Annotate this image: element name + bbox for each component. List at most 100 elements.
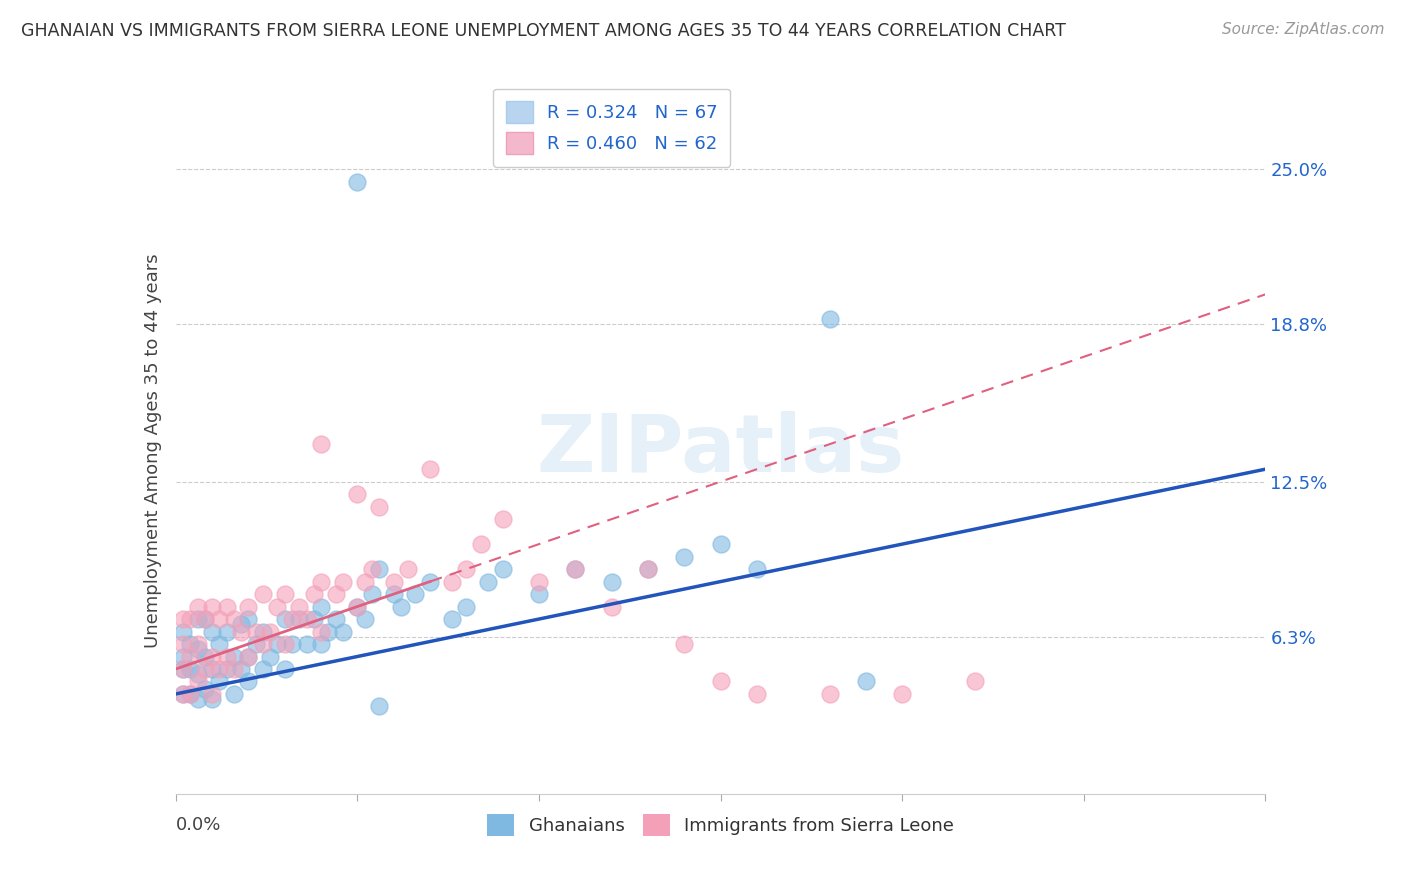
Point: [259, 649, 281, 664]
Point: [208, 612, 231, 626]
Point: [527, 574, 550, 589]
Text: GHANAIAN VS IMMIGRANTS FROM SIERRA LEONE UNEMPLOYMENT AMONG AGES 35 TO 44 YEARS : GHANAIAN VS IMMIGRANTS FROM SIERRA LEONE…: [21, 22, 1066, 40]
Point: [179, 687, 201, 701]
Point: [252, 662, 274, 676]
Point: [353, 612, 375, 626]
Point: [231, 624, 253, 639]
Point: [201, 662, 224, 676]
Point: [238, 649, 260, 664]
Text: Source: ZipAtlas.com: Source: ZipAtlas.com: [1222, 22, 1385, 37]
Point: [710, 674, 733, 689]
Point: [201, 624, 224, 639]
Y-axis label: Unemployment Among Ages 35 to 44 years: Unemployment Among Ages 35 to 44 years: [143, 253, 162, 648]
Point: [346, 175, 368, 189]
Point: [259, 624, 281, 639]
Point: [215, 662, 238, 676]
Point: [215, 624, 238, 639]
Point: [238, 599, 260, 614]
Point: [172, 649, 194, 664]
Point: [368, 500, 391, 514]
Point: [710, 537, 733, 551]
Text: 0.0%: 0.0%: [176, 816, 221, 834]
Point: [231, 617, 253, 632]
Point: [179, 662, 201, 676]
Point: [194, 612, 217, 626]
Point: [389, 599, 412, 614]
Point: [274, 612, 297, 626]
Point: [274, 662, 297, 676]
Point: [470, 537, 492, 551]
Text: ZIPatlas: ZIPatlas: [537, 411, 904, 490]
Point: [309, 637, 332, 651]
Point: [456, 599, 478, 614]
Point: [179, 649, 201, 664]
Point: [208, 637, 231, 651]
Point: [266, 599, 288, 614]
Point: [745, 562, 768, 576]
Point: [477, 574, 499, 589]
Point: [309, 437, 332, 451]
Point: [382, 574, 405, 589]
Point: [456, 562, 478, 576]
Point: [637, 562, 659, 576]
Point: [208, 674, 231, 689]
Point: [302, 587, 325, 601]
Point: [186, 637, 209, 651]
Point: [179, 637, 201, 651]
Point: [172, 687, 194, 701]
Point: [179, 687, 201, 701]
Point: [325, 587, 347, 601]
Point: [673, 549, 696, 564]
Point: [201, 599, 224, 614]
Point: [186, 692, 209, 706]
Point: [564, 562, 586, 576]
Point: [564, 562, 586, 576]
Point: [600, 599, 623, 614]
Point: [252, 624, 274, 639]
Point: [194, 612, 217, 626]
Point: [186, 612, 209, 626]
Point: [281, 637, 304, 651]
Point: [231, 662, 253, 676]
Point: [222, 649, 245, 664]
Point: [201, 692, 224, 706]
Point: [266, 637, 288, 651]
Point: [215, 599, 238, 614]
Point: [309, 599, 332, 614]
Point: [745, 687, 768, 701]
Point: [186, 599, 209, 614]
Point: [346, 599, 368, 614]
Point: [963, 674, 986, 689]
Point: [238, 674, 260, 689]
Point: [172, 612, 194, 626]
Point: [295, 612, 318, 626]
Point: [891, 687, 914, 701]
Point: [318, 624, 340, 639]
Point: [172, 687, 194, 701]
Point: [274, 587, 297, 601]
Point: [245, 637, 267, 651]
Point: [238, 612, 260, 626]
Point: [172, 662, 194, 676]
Point: [440, 612, 463, 626]
Point: [172, 662, 194, 676]
Point: [309, 624, 332, 639]
Point: [332, 574, 354, 589]
Point: [325, 612, 347, 626]
Point: [419, 574, 441, 589]
Point: [405, 587, 427, 601]
Point: [419, 462, 441, 476]
Point: [302, 612, 325, 626]
Point: [440, 574, 463, 589]
Point: [252, 587, 274, 601]
Point: [172, 624, 194, 639]
Point: [360, 587, 382, 601]
Point: [186, 642, 209, 657]
Point: [492, 562, 515, 576]
Point: [222, 662, 245, 676]
Point: [353, 574, 375, 589]
Point: [346, 487, 368, 501]
Legend: Ghanaians, Immigrants from Sierra Leone: Ghanaians, Immigrants from Sierra Leone: [477, 803, 965, 847]
Point: [288, 612, 311, 626]
Point: [855, 674, 877, 689]
